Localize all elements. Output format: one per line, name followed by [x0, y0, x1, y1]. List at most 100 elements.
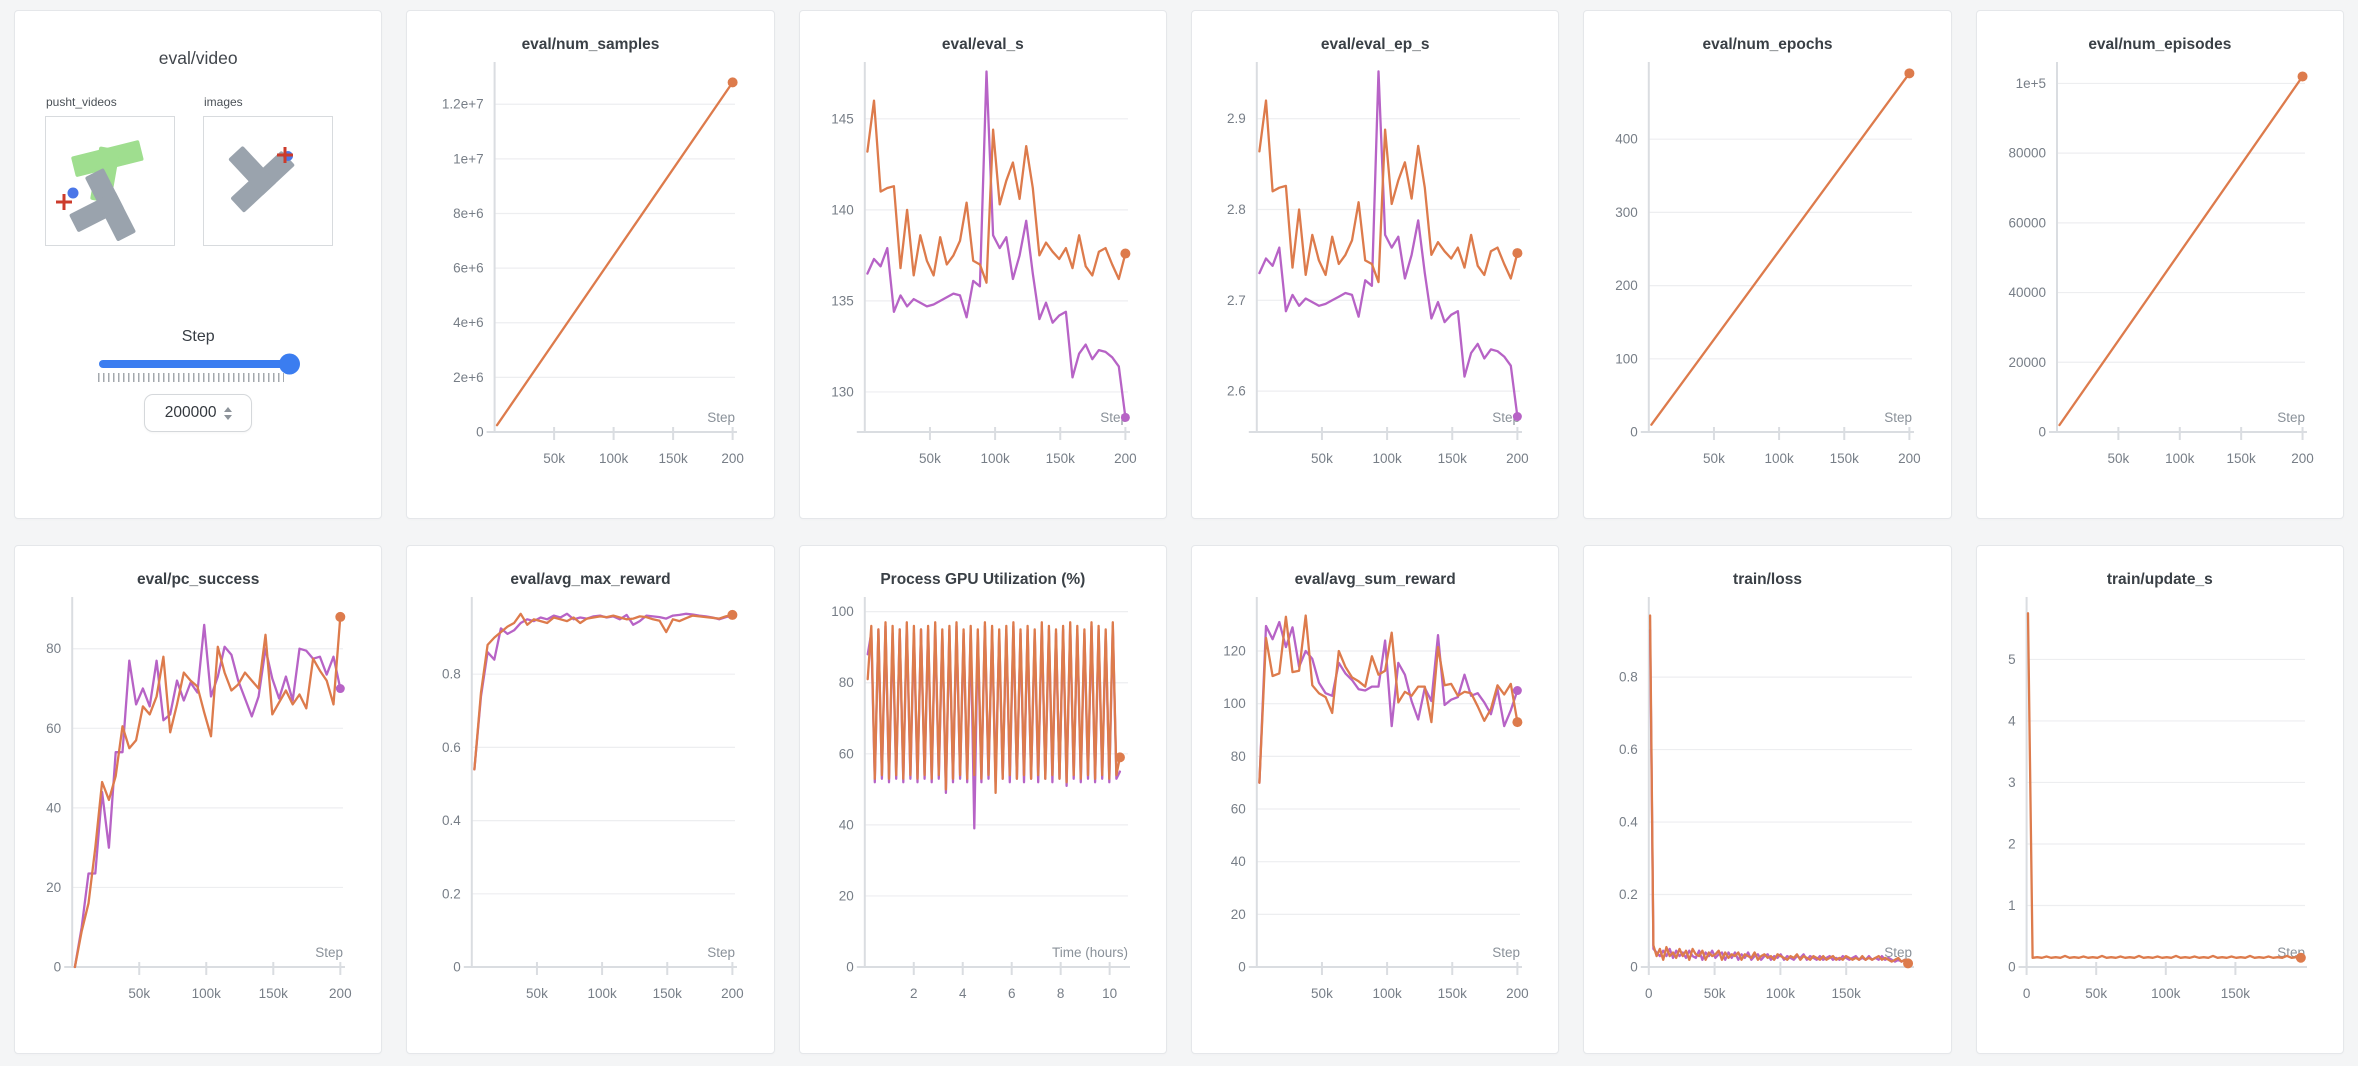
stepper-arrows[interactable] [223, 406, 232, 420]
chart-title: train/update_s [2106, 571, 2213, 588]
series-line-orange [1650, 72, 1912, 426]
y-tick-label: 80 [839, 675, 854, 690]
series-end-dot-orange [1120, 248, 1131, 259]
chart-canvas[interactable]: 0 0.2 0.4 0.6 0.8 50k 100k 150k 200 Step [420, 591, 760, 1023]
y-tick-label: 40 [839, 817, 854, 832]
x-tick-label: 150k [2221, 986, 2251, 1001]
chevron-down-icon[interactable] [223, 414, 232, 420]
y-tick-label: 0.6 [443, 740, 462, 755]
y-tick-label: 0.8 [443, 667, 462, 682]
chart-canvas[interactable]: 130 135 140 145 50k 100k 150k 200 Step [813, 56, 1153, 488]
y-tick-label: 3 [2008, 775, 2016, 790]
x-tick-label: 100k [599, 451, 629, 466]
x-tick-label: 50k [128, 986, 150, 1001]
chart-canvas[interactable]: 0 20 40 60 80 50k 100k 150k 200 Step [28, 591, 368, 1023]
y-tick-label: 2 [2008, 836, 2016, 851]
series-line-orange [1258, 99, 1519, 284]
target-cross-icon [277, 147, 293, 163]
chart-canvas[interactable]: 0 20 40 60 80 100 2 4 6 8 10 Time (hours) [813, 591, 1153, 1023]
series-line-orange [1649, 614, 1910, 965]
x-tick-label: 200 [1506, 451, 1529, 466]
series-line-purple [73, 623, 342, 969]
x-tick-label: 0 [1646, 986, 1654, 1001]
chart-canvas[interactable]: 0 0.2 0.4 0.6 0.8 0 50k 100k 150k Step [1597, 591, 1937, 1023]
y-tick-label: 1e+7 [454, 151, 484, 166]
y-tick-label: 0.4 [1620, 815, 1639, 830]
pusht-scene-image [56, 140, 144, 241]
y-tick-label: 40 [1231, 854, 1246, 869]
chevron-up-icon[interactable] [223, 406, 232, 412]
x-tick-label: 10 [1102, 986, 1117, 1001]
x-axis-title: Step [708, 945, 736, 960]
x-tick-label: 50k [1311, 986, 1333, 1001]
y-tick-label: 1.2e+7 [442, 97, 484, 112]
step-slider-ticks [98, 373, 285, 382]
chart-area: 0 0.2 0.4 0.6 0.8 50k 100k 150k 200 Step [407, 591, 773, 1023]
y-tick-label: 20 [839, 888, 854, 903]
media-item-images: images [203, 95, 333, 246]
x-tick-label: 150k [2226, 451, 2256, 466]
series-line-orange [73, 615, 342, 969]
series-line-orange [866, 99, 1127, 284]
series-end-dot-orange [1512, 248, 1523, 259]
x-tick-label: 100k [1765, 451, 1795, 466]
chart-canvas[interactable]: 0 100 200 300 400 50k 100k 150k 200 Step [1597, 56, 1937, 488]
chart-canvas[interactable]: 0 20 40 60 80 100 120 50k 100k 150k 200 Step [1205, 591, 1545, 1023]
chart-area: 130 135 140 145 50k 100k 150k 200 Step [800, 56, 1166, 488]
y-tick-label: 400 [1616, 132, 1639, 147]
media-label: images [204, 95, 243, 109]
series-line-orange [1258, 614, 1519, 784]
y-tick-label: 0 [2038, 425, 2046, 440]
x-tick-label: 200 [1114, 451, 1137, 466]
series-end-dot-orange [1114, 752, 1125, 763]
x-tick-label: 50k [2107, 451, 2129, 466]
x-tick-label: 100k [1373, 986, 1403, 1001]
step-slider-thumb[interactable] [279, 353, 301, 375]
y-tick-label: 1 [2008, 898, 2016, 913]
x-tick-label: 50k [919, 451, 941, 466]
series-line-purple [473, 612, 735, 771]
series-line-purple [866, 70, 1127, 419]
y-tick-label: 0 [846, 960, 854, 975]
x-axis-title: Step [1492, 945, 1520, 960]
chart-canvas[interactable]: 0 2e+6 4e+6 6e+6 8e+6 1e+7 1.2e+7 50k 100k 150k 20… [420, 56, 760, 488]
y-tick-label: 20 [46, 880, 61, 895]
y-tick-label: 130 [831, 384, 854, 399]
step-slider[interactable] [99, 353, 301, 375]
y-tick-label: 4e+6 [454, 315, 484, 330]
y-tick-label: 0 [477, 425, 485, 440]
chart-canvas[interactable]: 2.6 2.7 2.8 2.9 50k 100k 150k 200 Step [1205, 56, 1545, 488]
y-tick-label: 20 [1231, 907, 1246, 922]
panel-process-gpu-utilization: Process GPU Utilization (%) 0 20 40 60 80 100 2… [798, 545, 1167, 1054]
video-thumbnail-images[interactable] [203, 116, 333, 246]
y-tick-label: 2.6 [1227, 384, 1246, 399]
chart-canvas[interactable]: 0 20000 40000 60000 80000 1e+5 50k 100k 150k 200 S… [1990, 56, 2330, 488]
chart-title: Process GPU Utilization (%) [880, 571, 1086, 588]
x-axis-title: Step [1100, 410, 1128, 425]
images-scene-image [228, 146, 295, 213]
y-tick-label: 40000 [2008, 285, 2046, 300]
target-cross-icon [56, 194, 72, 210]
y-tick-label: 145 [831, 111, 854, 126]
series-line-orange [496, 81, 735, 427]
x-tick-label: 50k [1311, 451, 1333, 466]
chart-area: 0 20000 40000 60000 80000 1e+5 50k 100k 150k 200 S… [1977, 56, 2343, 488]
step-input[interactable]: 200000 [144, 394, 253, 432]
x-tick-label: 100k [2151, 986, 2181, 1001]
series-end-dot-orange [1512, 717, 1523, 728]
y-tick-label: 2e+6 [454, 370, 484, 385]
x-tick-label: 200 [722, 451, 745, 466]
panel-eval-num-epochs: eval/num_epochs 0 100 200 300 400 50k 100k 150k 2… [1583, 10, 1952, 519]
y-tick-label: 20000 [2008, 355, 2046, 370]
x-tick-label: 200 [1506, 986, 1529, 1001]
series-end-dot-purple [1120, 412, 1130, 422]
x-tick-label: 50k [1704, 986, 1726, 1001]
video-thumbnail-pusht[interactable] [45, 116, 175, 246]
gray-t-block-icon [228, 146, 295, 213]
series-end-dot-orange [728, 77, 739, 88]
series-end-dot-orange [2295, 952, 2306, 963]
x-tick-label: 100k [1766, 986, 1796, 1001]
gray-t-block-icon [69, 168, 136, 241]
x-tick-label: 200 [1899, 451, 1922, 466]
